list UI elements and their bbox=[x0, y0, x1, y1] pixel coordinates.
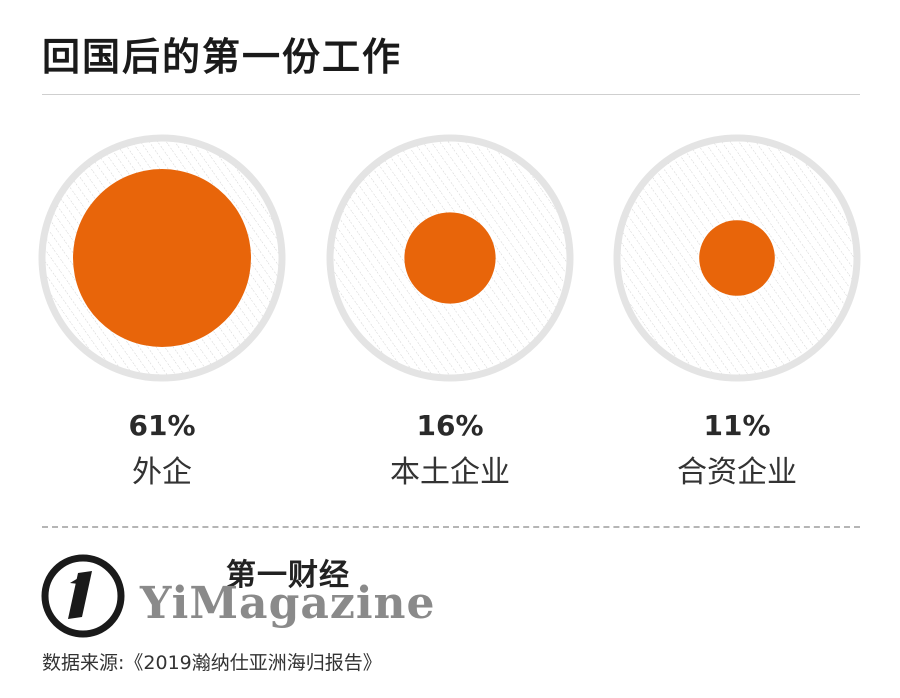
bubble-value bbox=[73, 169, 251, 347]
title-divider bbox=[42, 94, 860, 95]
bubble-group-2: 16% 本土企业 bbox=[326, 134, 574, 490]
logo-english-name: YiMagazine bbox=[140, 578, 436, 629]
data-source: 数据来源:《2019瀚纳仕亚洲海归报告》 bbox=[42, 652, 382, 674]
bubble-chart: 61% 外企 16% 本土企业 11% 合资企业 bbox=[38, 134, 861, 490]
yimagazine-logo-icon bbox=[41, 554, 125, 638]
bubble-value bbox=[404, 212, 496, 304]
footer-divider bbox=[42, 526, 860, 528]
bubble-group-1: 61% 外企 bbox=[38, 134, 286, 490]
chart-title: 回国后的第一份工作 bbox=[42, 35, 403, 79]
category-label: 本土企业 bbox=[390, 455, 510, 490]
category-label: 合资企业 bbox=[677, 455, 797, 490]
bubble-value bbox=[699, 220, 775, 296]
value-label: 11% bbox=[703, 409, 770, 442]
value-label: 16% bbox=[416, 409, 483, 442]
bubble-group-3: 11% 合资企业 bbox=[613, 134, 861, 490]
logo-chinese-name: 第一财经 bbox=[226, 558, 350, 593]
category-label: 外企 bbox=[132, 455, 192, 490]
value-label: 61% bbox=[128, 409, 195, 442]
